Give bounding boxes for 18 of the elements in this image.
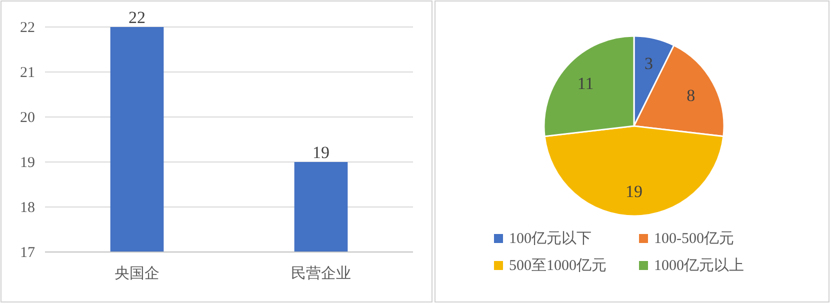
x-tick-label: 央国企	[114, 265, 160, 282]
y-tick-label: 20	[20, 110, 35, 126]
data-label: 3	[644, 54, 654, 73]
legend-label: 100亿元以下	[509, 230, 592, 247]
legend-label: 1000亿元以上	[654, 257, 744, 274]
data-label: 19	[626, 182, 642, 201]
y-tick-label: 19	[20, 155, 35, 171]
data-label: 19	[312, 143, 330, 162]
y-tick-label: 18	[20, 200, 35, 216]
data-label: 8	[686, 86, 696, 106]
y-tick-label: 21	[20, 65, 35, 81]
x-tick-label: 民营企业	[291, 265, 351, 282]
data-label: 11	[577, 74, 594, 93]
legend-label: 500至1000亿元	[509, 258, 606, 274]
y-tick-label: 17	[20, 245, 36, 261]
data-label: 22	[128, 8, 146, 27]
y-tick-label: 22	[20, 20, 35, 36]
legend-label: 100-500亿元	[654, 231, 734, 247]
